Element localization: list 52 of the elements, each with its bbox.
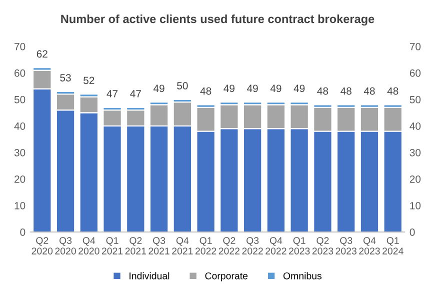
total-label: 50 <box>177 82 188 90</box>
y2-tick-label: 60 <box>410 69 421 77</box>
x-tick-label: Q4 2022 <box>266 237 286 254</box>
y2-tick-label: 40 <box>410 122 421 130</box>
y2-tick-label: 20 <box>410 175 421 183</box>
y2-tick-label: 70 <box>410 42 421 50</box>
legend-label: Omnibus <box>283 272 322 280</box>
x-tick-label: Q2 2021 <box>125 237 146 254</box>
y-tick-label: 70 <box>14 42 26 50</box>
total-label: 47 <box>106 90 118 98</box>
y-tick-label: 10 <box>14 202 26 210</box>
y-tick-label: 0 <box>20 228 26 236</box>
y-tick-label: 50 <box>14 96 26 104</box>
total-label: 48 <box>317 87 328 95</box>
x-tick-label: Q3 2021 <box>148 237 170 254</box>
x-tick-label: Q1 2022 <box>195 237 216 254</box>
x-tick-label: Q1 2021 <box>102 237 123 254</box>
total-label: 49 <box>153 84 164 92</box>
legend-label: Individual <box>130 272 170 280</box>
total-label: 47 <box>130 90 141 98</box>
x-tick-label: Q1 2024 <box>382 237 404 254</box>
y2-tick-label: 0 <box>410 228 415 236</box>
total-label: 62 <box>36 50 48 58</box>
total-label: 48 <box>200 87 212 95</box>
x-tick-label: Q3 2020 <box>55 237 76 254</box>
y-tick-label: 20 <box>14 175 26 183</box>
legend-label: Corporate <box>205 272 248 282</box>
x-tick-label: Q3 2023 <box>336 237 356 254</box>
y2-tick-label: 30 <box>410 148 421 156</box>
x-tick-label: Q1 2023 <box>289 237 310 254</box>
y-tick-label: 60 <box>14 69 26 77</box>
total-label: 48 <box>387 87 398 95</box>
chart-title: Number of active clients used future contract brokerage <box>61 14 374 26</box>
total-label: 53 <box>60 74 71 82</box>
x-tick-label: Q2 2022 <box>218 237 240 254</box>
total-label: 52 <box>84 76 94 84</box>
y2-tick-label: 50 <box>410 96 421 104</box>
y-tick-label: 30 <box>14 148 26 156</box>
y2-tick-label: 10 <box>410 202 421 210</box>
x-tick-label: Q2 2023 <box>312 237 334 254</box>
x-tick-label: Q4 2021 <box>172 237 193 254</box>
x-tick-label: Q2 2020 <box>32 237 53 254</box>
total-label: 49 <box>247 84 258 92</box>
y-tick-label: 40 <box>14 122 26 130</box>
total-label: 49 <box>224 84 234 92</box>
x-tick-label: Q3 2022 <box>242 237 263 254</box>
total-label: 49 <box>270 84 282 92</box>
total-label: 49 <box>294 84 305 92</box>
x-tick-label: Q4 2020 <box>78 237 100 254</box>
total-label: 48 <box>340 87 352 95</box>
total-label: 48 <box>364 87 375 95</box>
x-tick-label: Q4 2023 <box>359 237 380 254</box>
